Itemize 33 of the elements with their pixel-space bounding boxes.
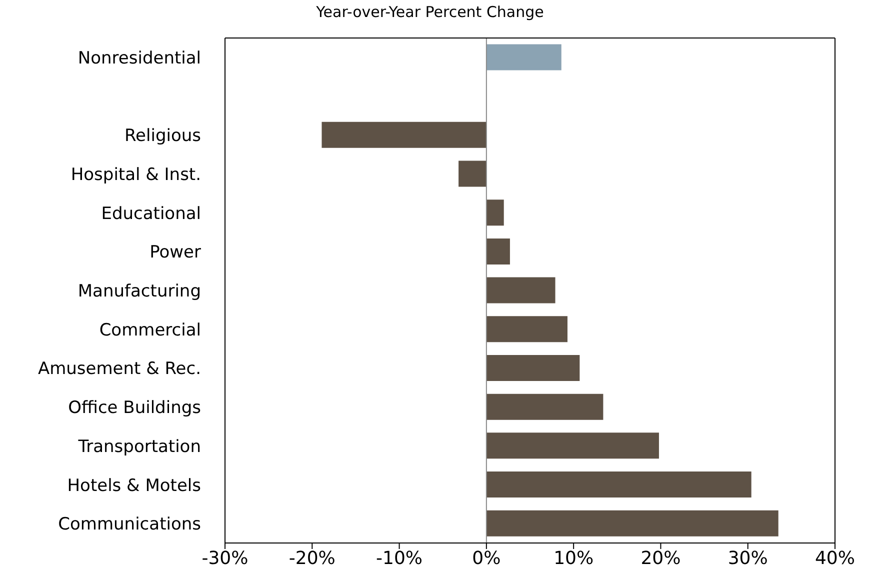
x-tick-label: 20% [640,548,681,569]
y-tick-label: Commercial [99,320,201,340]
y-tick-label: Hospital & Inst. [70,164,201,185]
y-tick-label: Communications [58,514,202,535]
y-tick-label: Office Buildings [68,398,202,418]
bar [486,200,504,226]
y-tick-label: Transportation [77,436,201,457]
bar [486,277,556,304]
y-tick-label: Amusement & Rec. [38,359,201,380]
x-tick-label: 30% [728,548,768,569]
y-tick-label: Power [150,242,202,263]
bar [486,394,604,420]
bar [458,160,486,187]
bar [486,316,568,342]
bar [486,510,778,536]
x-tick-label: 40% [814,548,856,569]
bar [322,122,486,148]
bar [486,354,580,381]
y-tick-label: Educational [101,204,201,224]
x-tick-label: -20% [288,548,336,569]
bar [486,432,659,459]
y-tick-label: Religious [124,126,202,146]
bar [486,238,510,264]
y-tick-label: Manufacturing [78,282,201,302]
x-tick-label: -10% [376,548,423,569]
chart-subtitle: Year-over-Year Percent Change [315,3,545,21]
x-tick-label: -30% [202,548,248,569]
x-tick-label: 0% [472,548,501,569]
bar [486,44,562,70]
bar [486,472,752,498]
y-tick-label: Nonresidential [78,48,201,68]
x-tick-label: 10% [554,548,594,569]
y-tick-label: Hotels & Motels [67,476,202,496]
